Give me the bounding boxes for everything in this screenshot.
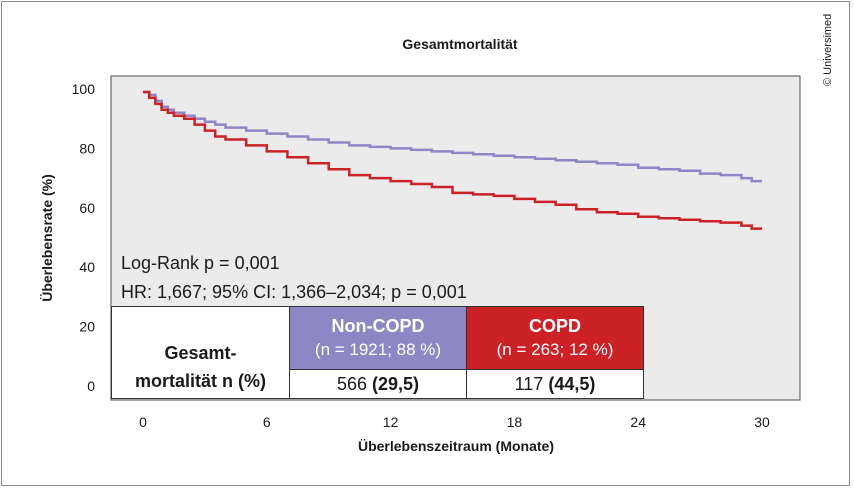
chart-title: Gesamtmortalität [402,36,517,52]
value-non-copd: 566 (29,5) [289,369,466,399]
log-rank-annotation: Log-Rank p = 0,001 [121,253,280,273]
header-copd-name: COPD [528,316,581,336]
y-tick-label: 60 [79,200,95,216]
x-tick-label: 0 [139,414,147,430]
x-tick-label: 30 [754,414,770,430]
table-row-label: Gesamt-mortalität n (%) [111,306,289,399]
y-tick-label: 0 [87,378,95,394]
header-copd: COPD (n = 263; 12 %) [466,306,644,369]
x-axis-ticks: 0 6 12 18 24 30 [139,414,770,430]
header-non-copd-sub: (n = 1921; 88 %) [314,340,442,359]
value-copd: 117 (44,5) [466,369,644,399]
y-tick-label: 20 [79,319,95,335]
series-line-copd [143,90,762,230]
y-tick-label: 80 [79,140,95,156]
header-non-copd: Non-COPD (n = 1921; 88 %) [289,306,466,369]
header-copd-sub: (n = 263; 12 %) [496,340,614,359]
value-copd-text: 117 (44,5) [514,373,596,394]
x-tick-label: 12 [383,414,399,430]
series-layer [143,90,762,230]
series-line-non-copd [143,90,762,183]
y-tick-label: 40 [79,259,95,275]
mortality-table: Gesamt-mortalität n (%) Non-COPD (n = 19… [111,306,644,399]
y-tick-label: 100 [72,81,96,97]
header-non-copd-name: Non-COPD [331,316,425,336]
row-label-text: Gesamt-mortalität n (%) [134,342,266,391]
x-axis-label: Überlebenszeitraum (Monate) [358,438,554,454]
x-tick-label: 6 [263,414,271,430]
y-axis-ticks: 0 20 40 60 80 100 [72,81,96,394]
value-non-copd-text: 566 (29,5) [336,373,420,394]
x-tick-label: 18 [507,414,523,430]
hazard-ratio-annotation: HR: 1,667; 95% CI: 1,366–2,034; p = 0,00… [121,282,467,302]
x-tick-label: 24 [630,414,646,430]
y-axis-label: Überlebensrate (%) [39,174,55,302]
